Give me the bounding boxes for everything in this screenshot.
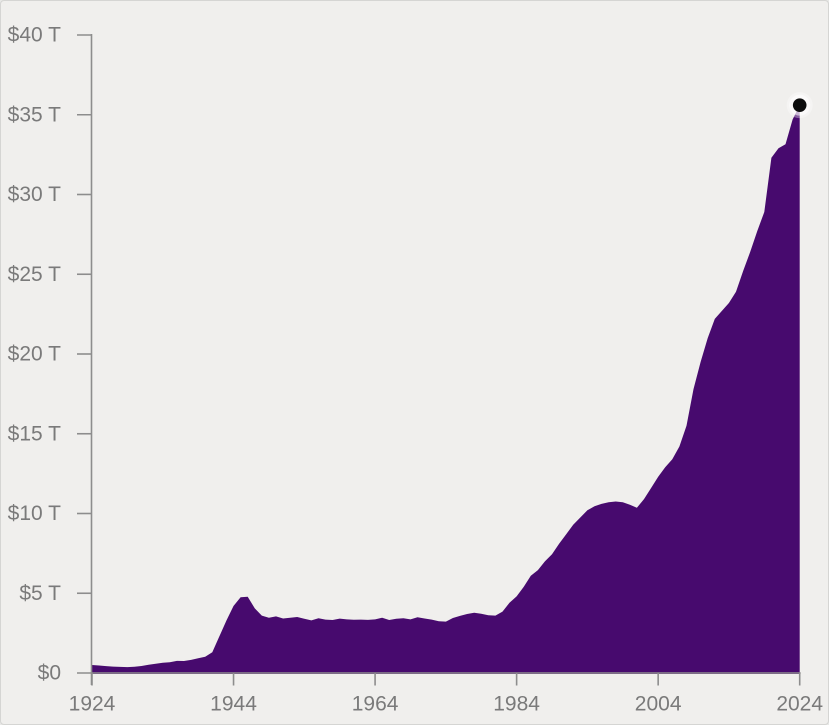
- end-point-marker: [792, 98, 807, 112]
- y-axis-label: $5 T: [19, 582, 61, 605]
- y-axis-label: $40 T: [8, 24, 61, 47]
- y-axis-label: $0: [38, 662, 61, 685]
- x-axis-label: 1984: [493, 693, 540, 716]
- y-axis: $0 $5 T $10 T $15 T $20 T $25 T $30 T $35 T $40 …: [8, 24, 93, 685]
- end-point: [786, 92, 813, 119]
- x-axis-label: 2024: [776, 693, 823, 716]
- x-axis-label: 1944: [210, 693, 257, 716]
- debt-area-series: [92, 105, 800, 674]
- y-axis-label: $30 T: [8, 183, 61, 206]
- y-axis-label: $20 T: [8, 343, 61, 366]
- x-axis: 1924 1944 1964 1984 2004 2024: [69, 672, 823, 716]
- x-axis-label: 1924: [69, 693, 116, 716]
- x-axis-label: 2004: [635, 693, 682, 716]
- y-axis-label: $35 T: [8, 103, 61, 126]
- y-axis-label: $25 T: [8, 263, 61, 286]
- x-axis-label: 1964: [352, 693, 399, 716]
- y-axis-label: $15 T: [8, 422, 61, 445]
- y-axis-label: $10 T: [8, 502, 61, 525]
